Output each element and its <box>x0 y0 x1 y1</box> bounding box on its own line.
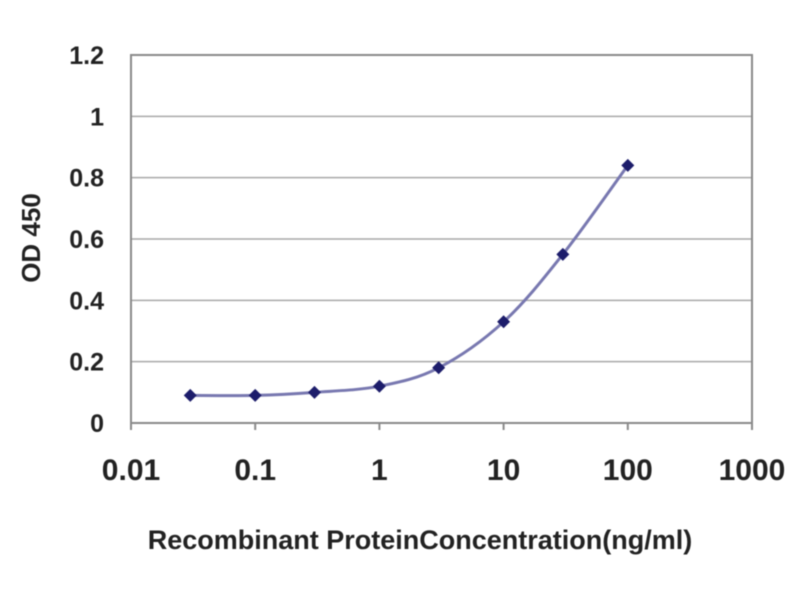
gridlines <box>131 115 752 363</box>
y-tick-label: 0.4 <box>69 287 104 315</box>
y-tick-label: 0 <box>90 410 104 438</box>
x-axis-tick-marks <box>130 423 753 430</box>
x-tick-label: 1 <box>371 454 388 487</box>
data-point-marker <box>248 388 262 402</box>
x-axis-tick-labels: 0.01 0.1 1 10 100 1000 <box>102 454 786 487</box>
y-tick-label: 0.8 <box>69 165 104 193</box>
y-axis-tick-labels: 0 0.2 0.4 0.6 0.8 1 1.2 <box>69 42 104 438</box>
data-point-marker <box>621 158 635 172</box>
data-point-marker <box>183 388 197 402</box>
data-point-marker <box>432 361 446 375</box>
data-point-marker <box>556 247 570 261</box>
x-axis-title: Recombinant ProteinConcentration(ng/ml) <box>148 525 693 555</box>
data-point-marker <box>497 315 511 329</box>
x-tick-label: 100 <box>603 454 653 487</box>
plot-area-border <box>130 54 753 424</box>
x-tick-label: 1000 <box>719 454 786 487</box>
x-tick-label: 0.01 <box>102 454 160 487</box>
y-axis-title: OD 450 <box>16 193 46 283</box>
y-tick-label: 1.2 <box>69 42 104 70</box>
data-point-marker <box>372 379 386 393</box>
y-tick-label: 0.2 <box>69 349 104 377</box>
x-tick-label: 10 <box>487 454 520 487</box>
series-data-points <box>183 158 635 402</box>
x-tick-label: 0.1 <box>234 454 276 487</box>
y-tick-label: 1 <box>90 103 104 131</box>
y-tick-label: 0.6 <box>69 226 104 254</box>
data-point-marker <box>307 385 321 399</box>
